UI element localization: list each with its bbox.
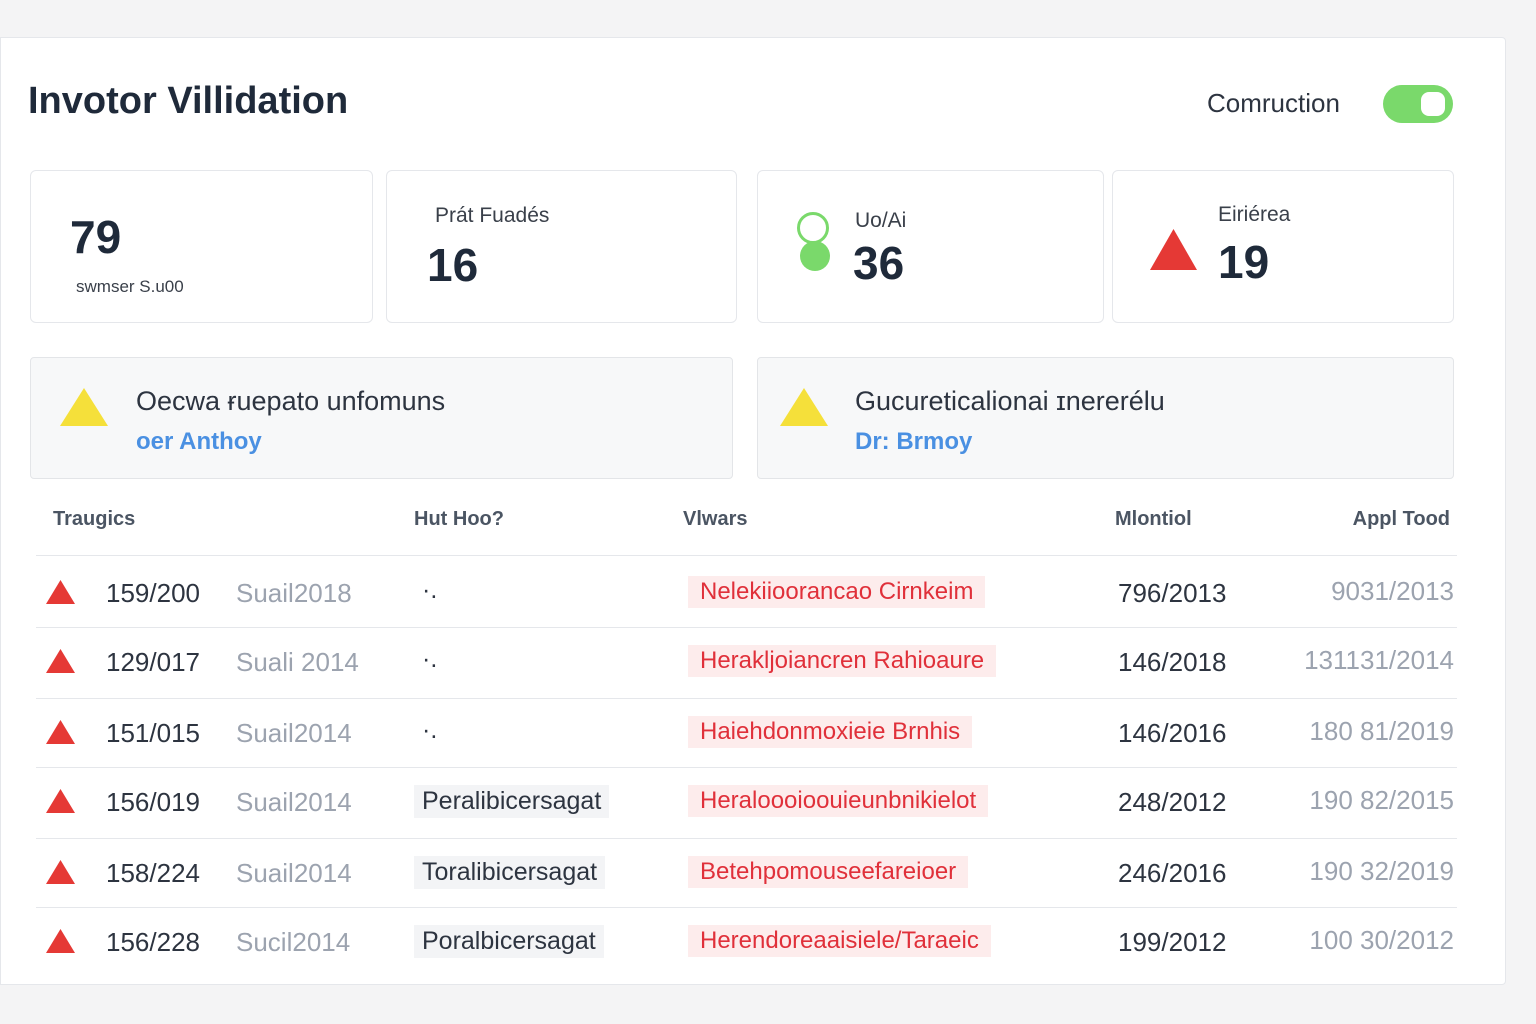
row-date: Suail2014 xyxy=(236,718,352,748)
row-date: Suail2014 xyxy=(236,787,352,817)
row-id: 158/224 xyxy=(106,858,200,888)
row-modified: 246/2016 xyxy=(1118,858,1227,888)
stat-card xyxy=(1112,170,1454,323)
row-modified: 199/2012 xyxy=(1118,927,1227,957)
row-status: Betehpomouseefareioer xyxy=(688,856,969,888)
toggle-label: Comruction xyxy=(1207,88,1340,118)
header-divider xyxy=(36,555,1457,556)
row-id: 151/015 xyxy=(106,718,200,748)
stat-label: Uo/Ai xyxy=(855,209,907,232)
row-modified: 146/2018 xyxy=(1118,647,1227,677)
row-type: Peralibicersagat xyxy=(414,785,610,818)
row-id: 129/017 xyxy=(106,647,200,677)
alert-text: Gucureticalionai ɪnererélu xyxy=(855,386,1165,416)
row-modified: 248/2012 xyxy=(1118,787,1227,817)
stat-label: Prát Fuadés xyxy=(435,204,550,227)
row-divider xyxy=(36,907,1457,908)
row-type: Toralibicersagat xyxy=(414,856,606,889)
stat-label: swmser S.u00 xyxy=(76,277,184,296)
column-header: Traugics xyxy=(53,508,136,530)
row-id: 159/200 xyxy=(106,578,200,608)
page-title: Invotor Villidation xyxy=(28,80,349,122)
row-type: ·. xyxy=(422,576,438,604)
stat-value: 16 xyxy=(427,239,479,291)
row-date: Suail2014 xyxy=(236,858,352,888)
row-applied: 9031/2013 xyxy=(1331,576,1454,606)
stat-card xyxy=(30,170,373,323)
stat-value: 79 xyxy=(70,211,122,263)
row-applied: 180 81/2019 xyxy=(1309,716,1454,746)
row-divider xyxy=(36,767,1457,768)
stat-label: Eiriérea xyxy=(1218,203,1291,226)
row-status: Nelekiioorancao Cirnkeim xyxy=(688,576,986,608)
row-type: ·. xyxy=(422,645,438,673)
alert-box xyxy=(30,357,733,479)
toggle[interactable] xyxy=(1383,85,1453,123)
row-applied: 190 82/2015 xyxy=(1309,785,1454,815)
row-modified: 146/2016 xyxy=(1118,718,1227,748)
row-status: Herakljoiancren Rahioaure xyxy=(688,645,997,677)
row-id: 156/228 xyxy=(106,927,200,957)
row-applied: 190 32/2019 xyxy=(1309,856,1454,886)
row-modified: 796/2013 xyxy=(1118,578,1227,608)
column-header: Mlontiol xyxy=(1115,508,1192,530)
row-date: Sucil2014 xyxy=(236,927,351,957)
row-applied: 131131/2014 xyxy=(1304,645,1454,675)
row-divider xyxy=(36,838,1457,839)
row-divider xyxy=(36,627,1457,628)
stat-value: 19 xyxy=(1218,236,1270,288)
row-status: Heraloooioouieunbnikielot xyxy=(688,785,989,817)
row-divider xyxy=(36,698,1457,699)
row-date: Suali 2014 xyxy=(236,647,359,677)
row-type: Poralbicersagat xyxy=(414,925,604,958)
status-dot xyxy=(800,241,830,271)
column-header: Appl Tood xyxy=(1352,508,1450,530)
column-header: Vlwars xyxy=(683,508,748,530)
alert-box xyxy=(757,357,1454,479)
row-date: Suail2018 xyxy=(236,578,352,608)
alert-link[interactable]: Dr: Brmoy xyxy=(855,428,973,455)
toggle-knob xyxy=(1421,92,1445,116)
status-ring xyxy=(797,212,829,244)
alert-text: Oecwa ɍuepato unfomuns xyxy=(136,386,446,416)
row-id: 156/019 xyxy=(106,787,200,817)
alert-link[interactable]: oer Anthoy xyxy=(136,428,262,455)
row-status: Haiehdonmoxieie Brnhis xyxy=(688,716,973,748)
stat-value: 36 xyxy=(853,237,905,289)
stat-card xyxy=(386,170,737,323)
row-applied: 100 30/2012 xyxy=(1309,925,1454,955)
column-header: Hut Hoo? xyxy=(414,508,504,530)
row-status: Herendoreaaisiele/Taraeic xyxy=(688,925,991,957)
row-type: ·. xyxy=(422,716,438,744)
